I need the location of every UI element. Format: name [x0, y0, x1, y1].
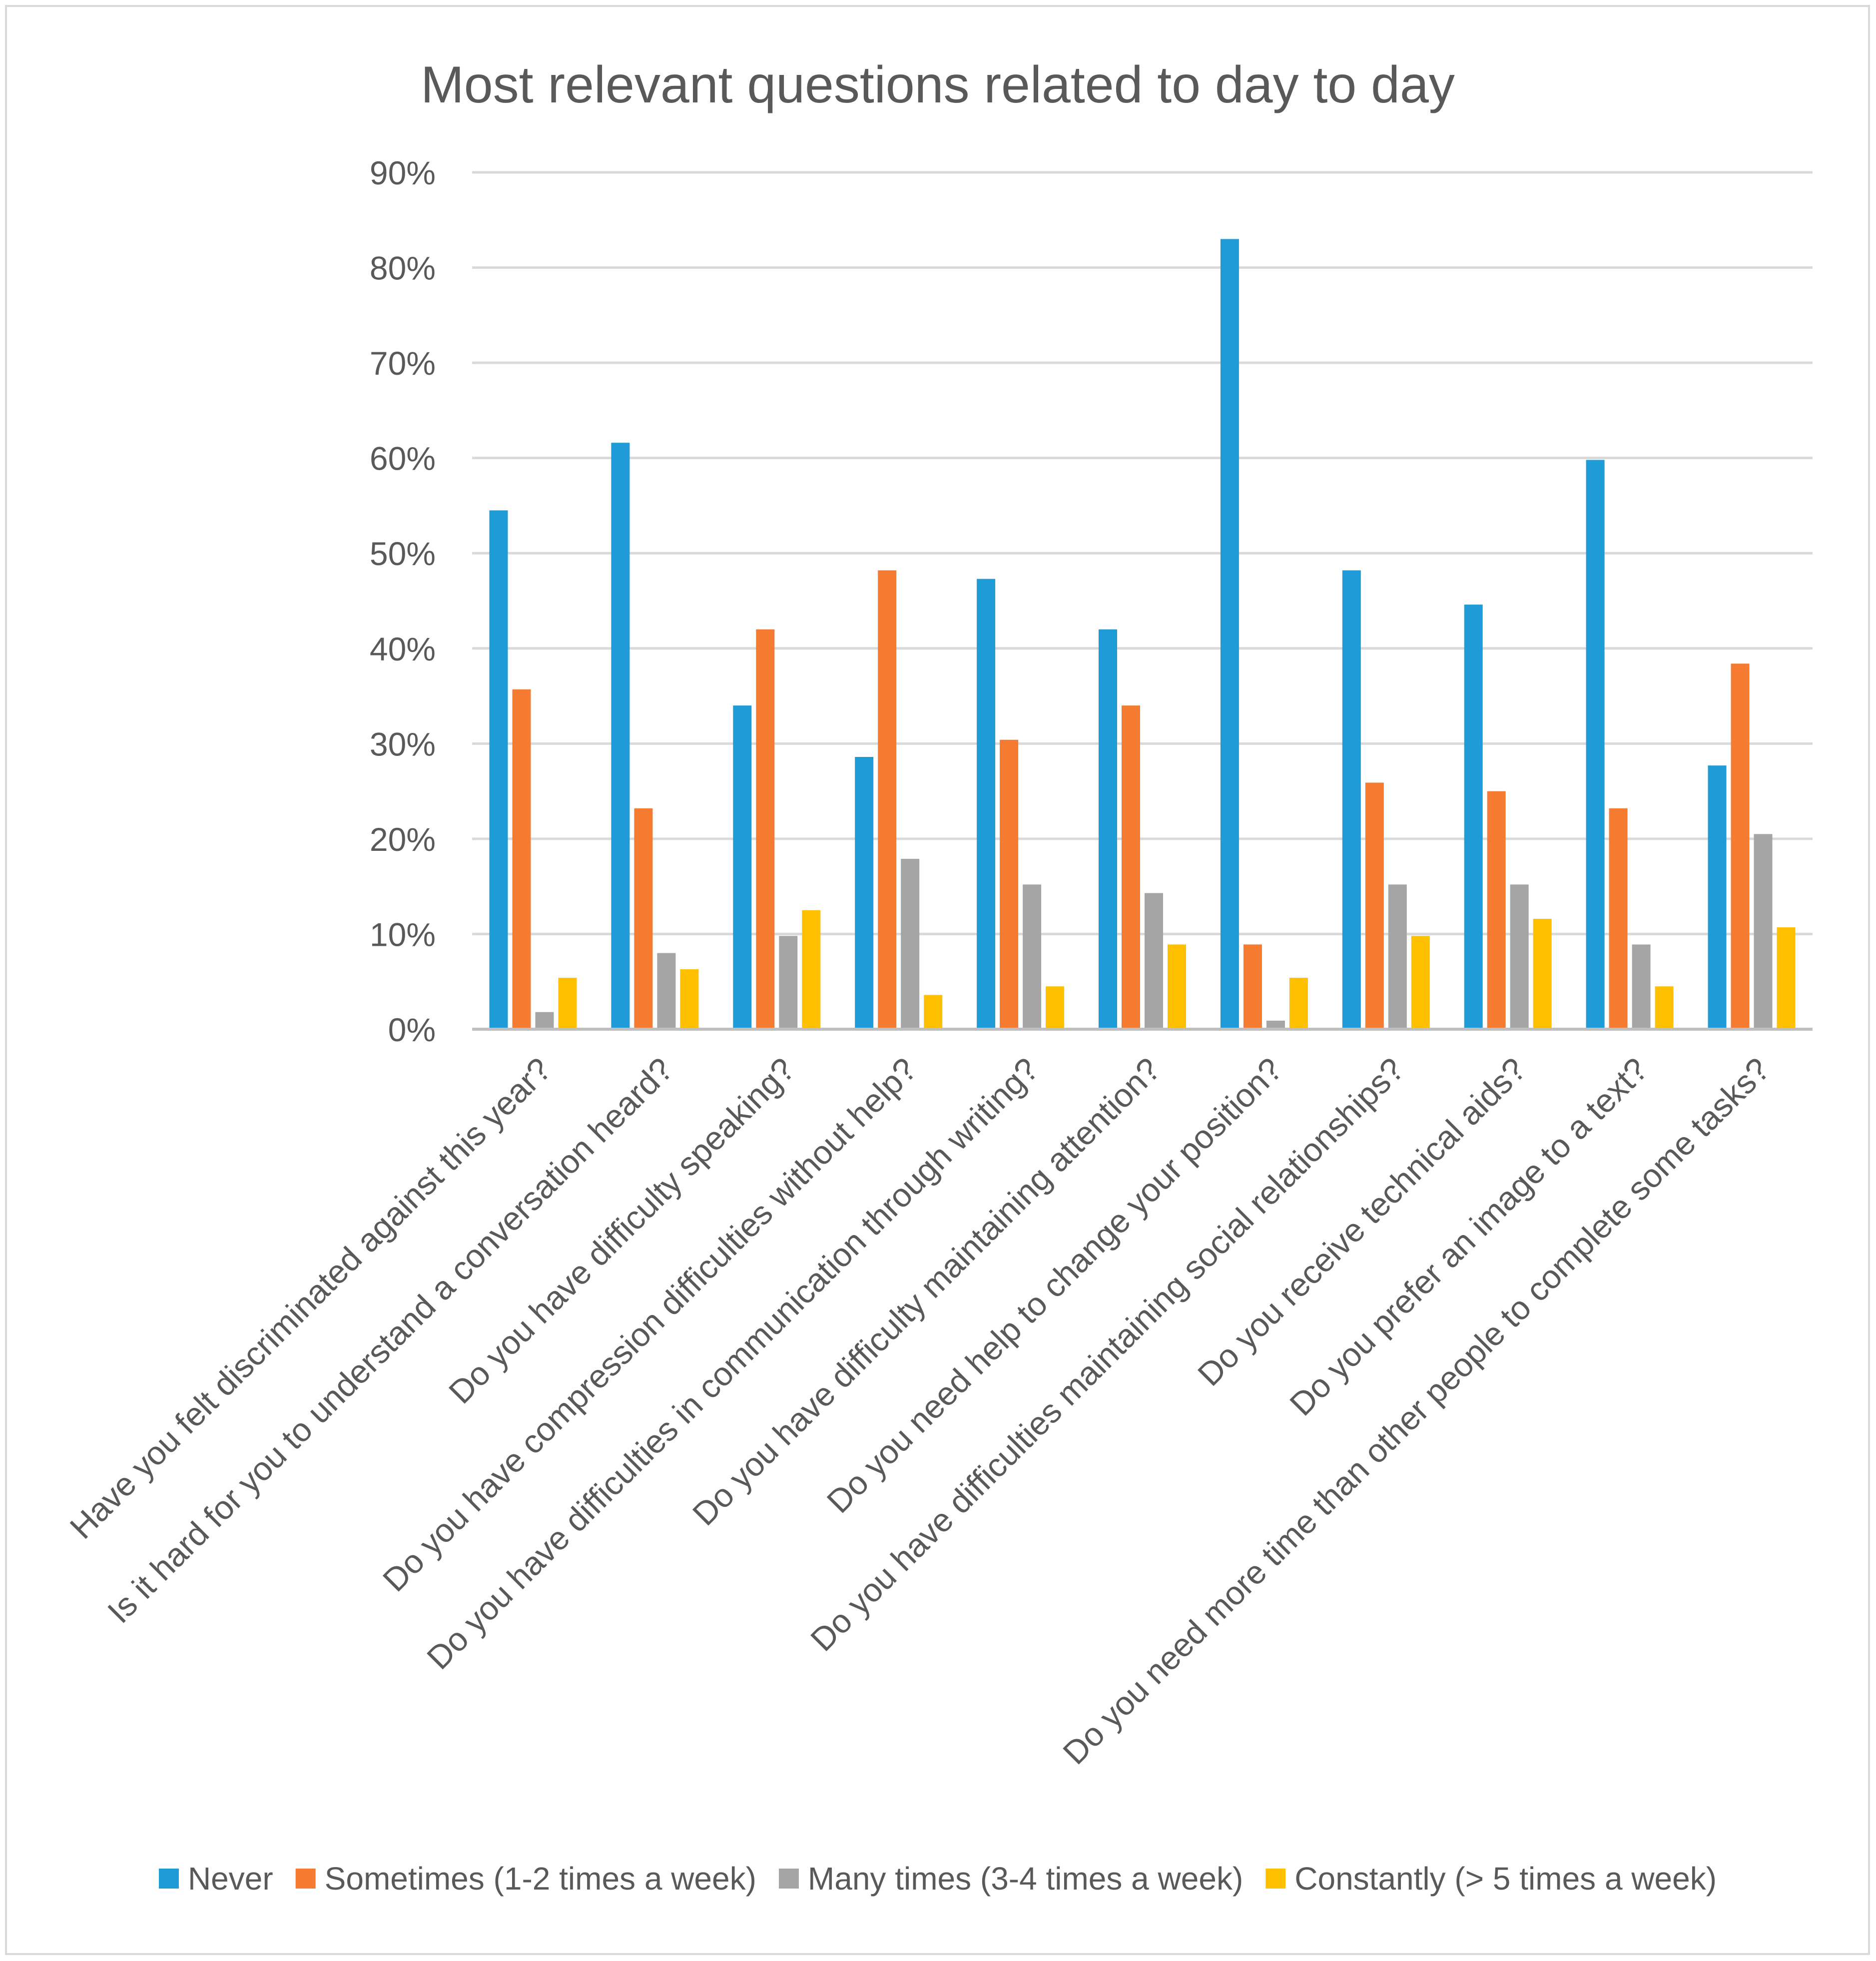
y-tick-label: 20% [370, 821, 436, 858]
y-tick-label: 50% [370, 535, 436, 572]
bar-4-1 [558, 978, 577, 1029]
bar-1-4 [855, 757, 874, 1029]
bar-2-8 [1365, 782, 1384, 1029]
bar-4-6 [1168, 944, 1186, 1029]
bar-2-3 [756, 629, 775, 1029]
bar-3-5 [1023, 884, 1042, 1029]
bar-1-10 [1586, 460, 1605, 1029]
y-axis-tick-labels: 0% 10% 20% 30% 40% 50% 60% 70% 80% 90% [370, 154, 436, 1048]
bar-2-4 [878, 570, 897, 1029]
y-tick-label: 70% [370, 345, 436, 382]
bar-3-10 [1632, 944, 1651, 1029]
bar-3-3 [779, 936, 798, 1029]
bar-1-6 [1099, 629, 1117, 1029]
bar-1-11 [1708, 765, 1727, 1029]
bar-4-4 [924, 995, 943, 1029]
bar-3-6 [1145, 893, 1163, 1029]
y-tick-label: 60% [370, 440, 436, 477]
bar-2-7 [1243, 944, 1262, 1029]
y-tick-label: 0% [388, 1011, 436, 1048]
bar-3-4 [901, 858, 920, 1029]
x-axis-category-labels: Have you felt discriminated against this… [62, 1051, 1776, 1772]
bar-1-2 [611, 443, 630, 1030]
bar-1-8 [1342, 570, 1361, 1029]
x-category-label: Is it hard for you to understand a conve… [100, 1051, 680, 1630]
bar-1-5 [977, 579, 996, 1029]
bars [489, 239, 1796, 1030]
bar-4-8 [1411, 936, 1430, 1029]
bar-3-8 [1388, 884, 1407, 1029]
bar-4-7 [1289, 978, 1308, 1029]
chart-frame [5, 5, 1870, 1955]
x-category-label: Do you have difficulty maintaining atten… [685, 1051, 1168, 1533]
y-tick-label: 90% [370, 154, 436, 191]
legend-label: Never [188, 1861, 273, 1897]
bar-4-5 [1046, 986, 1065, 1029]
legend-label: Constantly (> 5 times a week) [1294, 1861, 1717, 1897]
bar-2-2 [634, 808, 653, 1029]
bar-1-7 [1220, 239, 1239, 1029]
x-category-label: Do you have difficulties maintaining soc… [803, 1051, 1411, 1658]
y-tick-label: 80% [370, 250, 436, 287]
bar-2-10 [1609, 808, 1628, 1029]
bar-2-1 [512, 689, 531, 1029]
bar-4-11 [1777, 927, 1796, 1029]
y-tick-label: 10% [370, 916, 436, 953]
chart-title: Most relevant questions related to day t… [421, 56, 1455, 114]
bar-4-3 [802, 910, 821, 1029]
bar-3-9 [1510, 884, 1529, 1029]
bar-2-5 [1000, 739, 1019, 1029]
bar-2-6 [1122, 705, 1140, 1029]
y-tick-label: 40% [370, 631, 436, 667]
legend: Never Sometimes (1-2 times a week) Many ti… [158, 1861, 1717, 1897]
y-tick-label: 30% [370, 725, 436, 762]
legend-swatch [158, 1869, 179, 1889]
bar-2-9 [1487, 791, 1506, 1029]
bar-3-11 [1754, 834, 1773, 1029]
x-category-label: Do you need help to change your position… [820, 1051, 1289, 1520]
legend-swatch [1265, 1869, 1286, 1889]
bar-3-7 [1266, 1020, 1285, 1029]
bar-4-9 [1533, 918, 1552, 1029]
legend-swatch [295, 1869, 316, 1889]
bar-2-11 [1731, 663, 1750, 1029]
legend-label: Many times (3-4 times a week) [808, 1861, 1243, 1897]
legend-swatch [778, 1869, 799, 1889]
bar-4-10 [1655, 986, 1674, 1029]
legend-label: Sometimes (1-2 times a week) [325, 1861, 756, 1897]
bar-1-1 [489, 510, 508, 1030]
bar-4-2 [680, 969, 699, 1029]
bar-3-2 [657, 953, 676, 1029]
bar-1-9 [1464, 605, 1483, 1029]
bar-3-1 [535, 1012, 554, 1029]
bar-1-3 [733, 705, 752, 1029]
